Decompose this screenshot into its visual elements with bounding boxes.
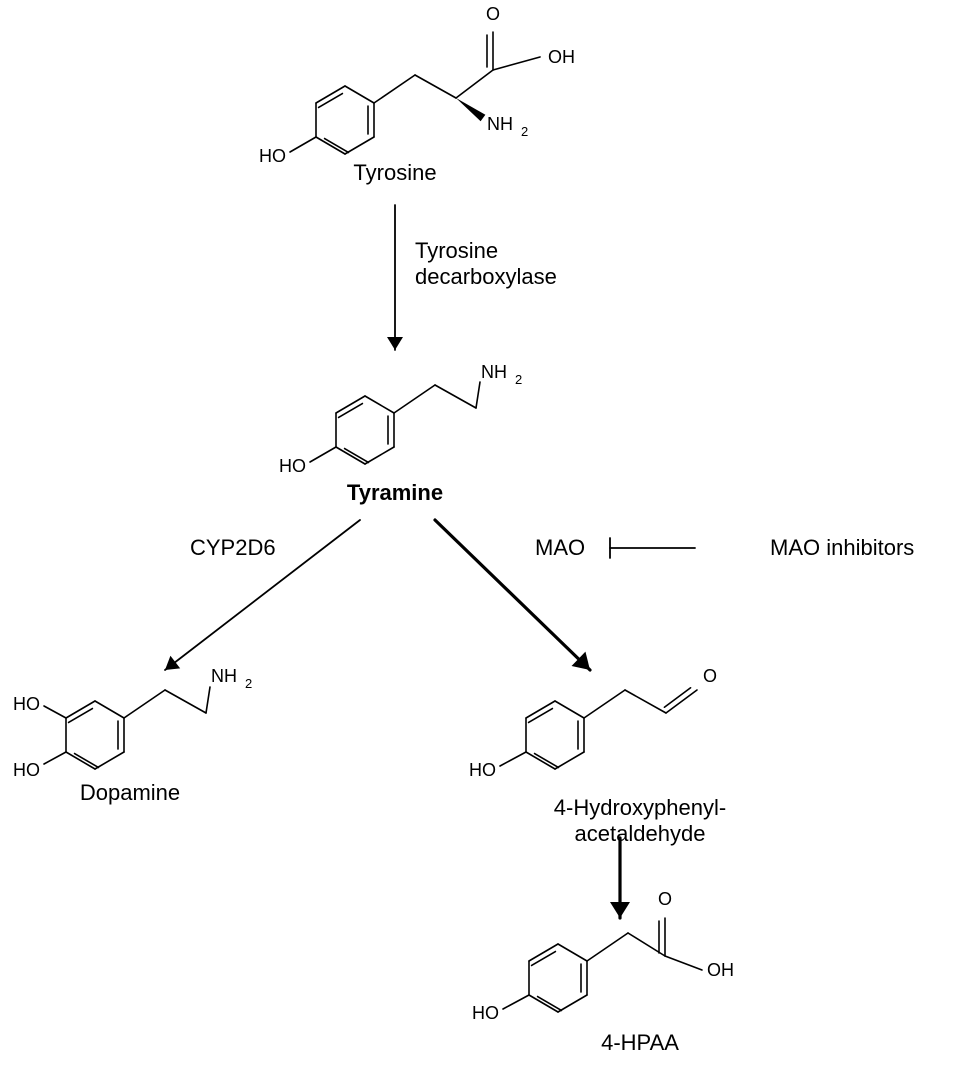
atom-label: NH: [211, 666, 237, 686]
edge-label: decarboxylase: [415, 264, 557, 289]
atom-label: HO: [469, 760, 496, 780]
edge-label: CYP2D6: [190, 535, 276, 560]
compound-label-dopamine: Dopamine: [80, 780, 180, 805]
edge-label: Tyrosine: [415, 238, 498, 263]
atom-label: 2: [245, 676, 252, 691]
compound-label-tyramine: Tyramine: [347, 480, 443, 505]
atom-label: HO: [279, 456, 306, 476]
atom-label: OH: [548, 47, 575, 67]
compound-label-tyrosine: Tyrosine: [353, 160, 436, 185]
edge-label: MAO: [535, 535, 585, 560]
molecule-tyramine: [310, 382, 480, 464]
molecule-dopamine: [44, 687, 210, 769]
molecule-hpacet: [500, 688, 697, 769]
atom-label: NH: [487, 114, 513, 134]
compound-label-hpacet: acetaldehyde: [575, 821, 706, 846]
atom-label: O: [658, 889, 672, 909]
atom-label: HO: [13, 760, 40, 780]
compound-label-hpaa: 4-HPAA: [601, 1030, 679, 1055]
atom-label: HO: [259, 146, 286, 166]
atom-label: HO: [13, 694, 40, 714]
atom-label: 2: [515, 372, 522, 387]
molecule-hpaa: [503, 918, 702, 1012]
atom-label: O: [703, 666, 717, 686]
atom-label: OH: [707, 960, 734, 980]
pathway-diagram: HO O OH NH 2 Tyrosine HO NH 2 Tyramine HO HO NH 2 Dopa…: [0, 0, 957, 1060]
inhibitor-label: MAO inhibitors: [770, 535, 914, 560]
atom-label: NH: [481, 362, 507, 382]
atom-label: HO: [472, 1003, 499, 1023]
molecule-tyrosine: [290, 32, 540, 154]
atom-label: 2: [521, 124, 528, 139]
compound-label-hpacet: 4-Hydroxyphenyl-: [554, 795, 726, 820]
atom-label: O: [486, 4, 500, 24]
